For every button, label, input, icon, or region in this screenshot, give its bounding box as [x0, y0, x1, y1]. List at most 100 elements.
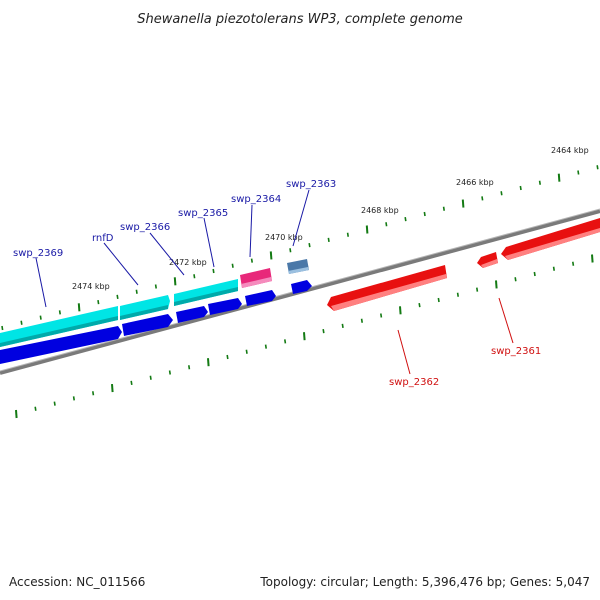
minor-tick: [533, 271, 536, 277]
leader-swp-2366: [149, 232, 185, 276]
blue-gene-2[interactable]: [122, 314, 173, 336]
minor-tick: [34, 406, 37, 411]
minor-tick: [596, 165, 599, 170]
major-tick: [557, 173, 561, 182]
major-tick: [399, 306, 402, 315]
leader-swp-2369: [35, 257, 47, 308]
gene-rnfD-shade: [120, 305, 168, 320]
minor-tick: [514, 277, 517, 282]
gene-swp-2364-shade: [241, 277, 272, 288]
minor-tick: [552, 266, 555, 271]
lower-tick-row: [15, 254, 594, 419]
major-tick: [15, 409, 18, 419]
major-tick: [173, 277, 177, 286]
minor-tick: [264, 344, 267, 349]
gene-swp-2363-shade: [288, 267, 309, 274]
minor-tick: [442, 206, 445, 211]
minor-tick: [193, 274, 196, 279]
label-swp-2364: swp_2364: [231, 194, 281, 205]
minor-tick: [327, 237, 330, 243]
minor-tick: [231, 263, 234, 268]
major-tick: [207, 358, 210, 367]
minor-tick: [168, 370, 171, 375]
minor-tick: [135, 289, 138, 294]
blue-cds-group: [0, 280, 312, 364]
minor-tick: [437, 297, 440, 303]
leader-rnfD: [103, 242, 139, 286]
minor-tick: [360, 318, 363, 323]
minor-tick: [418, 302, 421, 308]
minor-tick: [423, 211, 426, 217]
label-swp-2369: swp_2369: [13, 248, 63, 259]
minor-tick: [500, 191, 503, 196]
label-leader-lines: [35, 189, 514, 375]
leader-swp-2365: [203, 217, 215, 268]
gene-swp-2361-shade: [505, 228, 600, 260]
minor-tick: [341, 323, 344, 329]
gene-swp-2361[interactable]: [501, 218, 600, 260]
blue-gene-3[interactable]: [176, 306, 208, 323]
label-rnfD: rnfD: [92, 233, 114, 244]
minor-tick: [577, 170, 580, 175]
tick-label-2472: 2472 kbp: [169, 258, 207, 267]
tick-labels: 2474 kbp 2472 kbp 2470 kbp 2468 kbp 2466…: [72, 146, 589, 291]
blue-gene-5[interactable]: [245, 290, 276, 306]
minor-tick: [116, 294, 119, 300]
major-tick: [495, 280, 498, 289]
blue-gene-4[interactable]: [208, 298, 242, 315]
label-swp-2365: swp_2365: [178, 208, 228, 219]
minor-tick: [456, 292, 459, 297]
minor-tick: [346, 232, 349, 237]
minor-tick: [188, 365, 191, 370]
minor-tick: [289, 248, 292, 253]
minor-tick: [538, 180, 541, 185]
tick-label-2474: 2474 kbp: [72, 282, 110, 291]
minor-tick: [308, 242, 311, 248]
major-tick: [303, 332, 306, 341]
minor-tick: [130, 380, 133, 386]
blue-gene-1[interactable]: [0, 326, 122, 364]
minor-tick: [385, 222, 388, 227]
minor-tick: [53, 401, 56, 406]
minor-tick: [380, 313, 383, 318]
gene-swp-2369-shade: [0, 316, 118, 347]
minor-tick: [39, 315, 42, 320]
major-tick: [111, 384, 114, 393]
minor-tick: [92, 391, 95, 396]
blue-gene-6[interactable]: [291, 280, 312, 294]
gene-swp-2366-shade: [174, 287, 238, 306]
minor-tick: [97, 299, 100, 305]
cyan-cds-group: [0, 279, 238, 347]
minor-tick: [72, 396, 75, 401]
leader-swp-2363: [292, 189, 310, 247]
minor-tick: [149, 375, 152, 380]
minor-tick: [404, 216, 407, 222]
leader-swp-2364: [249, 204, 253, 258]
minor-tick: [20, 320, 23, 325]
major-tick: [365, 225, 369, 234]
minor-tick: [212, 268, 215, 274]
tick-label-2464: 2464 kbp: [551, 146, 589, 155]
leader-swp-2361: [498, 297, 514, 344]
leader-swp-2362: [397, 329, 411, 375]
major-tick: [269, 251, 273, 260]
major-tick: [591, 254, 594, 263]
tick-label-2468: 2468 kbp: [361, 206, 399, 215]
major-tick: [77, 303, 81, 312]
minor-tick: [572, 261, 575, 266]
accession-text: Accession: NC_011566: [9, 575, 145, 589]
tick-label-2466: 2466 kbp: [456, 178, 494, 187]
minor-tick: [284, 339, 287, 344]
gene-red-small-shade: [481, 259, 498, 268]
minor-tick: [226, 354, 229, 360]
label-swp-2363: swp_2363: [286, 179, 336, 190]
genome-summary-text: Topology: circular; Length: 5,396,476 bp…: [259, 575, 590, 589]
major-tick: [461, 199, 465, 208]
minor-tick: [1, 325, 4, 331]
minor-tick: [476, 287, 479, 292]
label-swp-2362: swp_2362: [389, 377, 439, 388]
gene-swp-2362-shade: [331, 274, 447, 311]
minor-tick: [250, 258, 253, 263]
minor-tick: [245, 349, 248, 354]
